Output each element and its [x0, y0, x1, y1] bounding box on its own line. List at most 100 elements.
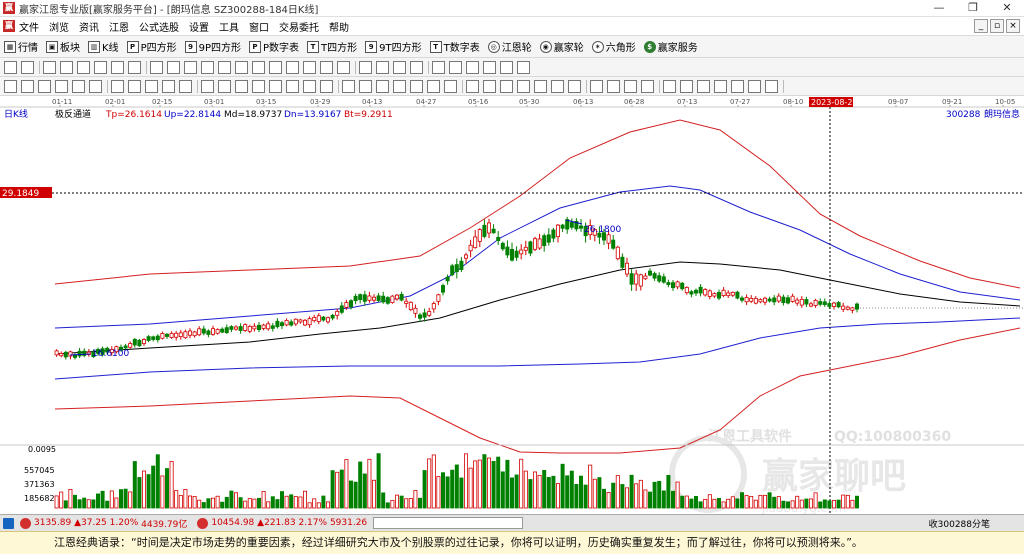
draw-tool-6-icon[interactable]	[94, 61, 107, 74]
toolbar-t-square-button[interactable]: T T四方形	[307, 39, 357, 54]
draw-tool-2-icon[interactable]	[21, 61, 34, 74]
analysis-tool-44-icon[interactable]	[765, 80, 778, 93]
analysis-tool-10-icon[interactable]	[162, 80, 175, 93]
index1-value[interactable]: 3135.89	[34, 518, 72, 528]
draw-tool-20-icon[interactable]	[337, 61, 350, 74]
mdi-close-button[interactable]: ×	[1006, 19, 1020, 33]
analysis-tool-35-icon[interactable]	[607, 80, 620, 93]
menu-gann[interactable]: 江恩	[109, 22, 129, 34]
menu-browse[interactable]: 浏览	[49, 22, 69, 34]
analysis-tool-30-icon[interactable]	[517, 80, 530, 93]
analysis-tool-16-icon[interactable]	[269, 80, 282, 93]
draw-tool-13-icon[interactable]	[218, 61, 231, 74]
kline-chart-area[interactable]: 01-11 02-01 02-15 03-01 03-15 03-29 04-13 04-27…	[0, 96, 1024, 514]
draw-tool-19-icon[interactable]	[320, 61, 333, 74]
analysis-tool-42-icon[interactable]	[731, 80, 744, 93]
menu-trade[interactable]: 交易委托	[279, 22, 319, 34]
analysis-tool-36-icon[interactable]	[624, 80, 637, 93]
mdi-minimize-button[interactable]: _	[974, 19, 988, 33]
draw-tool-28-icon[interactable]	[483, 61, 496, 74]
analysis-tool-7-icon[interactable]	[111, 80, 124, 93]
draw-tool-26-icon[interactable]	[449, 61, 462, 74]
analysis-tool-15-icon[interactable]	[252, 80, 265, 93]
analysis-tool-40-icon[interactable]	[697, 80, 710, 93]
analysis-tool-34-icon[interactable]	[590, 80, 603, 93]
analysis-tool-3-icon[interactable]	[38, 80, 51, 93]
draw-tool-16-icon[interactable]	[269, 61, 282, 74]
menu-help[interactable]: 帮助	[329, 22, 349, 34]
draw-tool-22-icon[interactable]	[376, 61, 389, 74]
toolbar-gann-wheel-button[interactable]: ◎ 江恩轮	[487, 39, 532, 54]
analysis-tool-37-icon[interactable]	[641, 80, 654, 93]
draw-tool-12-icon[interactable]	[201, 61, 214, 74]
minimize-button[interactable]: —	[933, 1, 945, 14]
draw-tool-25-icon[interactable]	[432, 61, 445, 74]
draw-tool-5-icon[interactable]	[77, 61, 90, 74]
toolbar-t-table-button[interactable]: T T数字表	[429, 39, 480, 54]
draw-tool-30-icon[interactable]	[517, 61, 530, 74]
analysis-tool-43-icon[interactable]	[748, 80, 761, 93]
menu-formula[interactable]: 公式选股	[139, 22, 179, 34]
analysis-tool-26-icon[interactable]	[444, 80, 457, 93]
draw-tool-18-icon[interactable]	[303, 61, 316, 74]
draw-tool-24-icon[interactable]	[410, 61, 423, 74]
toolbar-hexagon-button[interactable]: ✶ 六角形	[591, 39, 636, 54]
menu-news[interactable]: 资讯	[79, 22, 99, 34]
draw-tool-27-icon[interactable]	[466, 61, 479, 74]
toolbar-quotes-button[interactable]: ▦ 行情	[4, 39, 38, 54]
analysis-tool-1-icon[interactable]	[4, 80, 17, 93]
toolbar-winner-wheel-button[interactable]: ◉ 赢家轮	[539, 39, 584, 54]
draw-tool-10-icon[interactable]	[167, 61, 180, 74]
analysis-tool-28-icon[interactable]	[483, 80, 496, 93]
mdi-restore-button[interactable]: ▫	[990, 19, 1004, 33]
analysis-tool-27-icon[interactable]	[466, 80, 479, 93]
draw-tool-23-icon[interactable]	[393, 61, 406, 74]
toolbar-p-table-button[interactable]: P P数字表	[249, 39, 299, 54]
draw-tool-29-icon[interactable]	[500, 61, 513, 74]
draw-tool-1-icon[interactable]	[4, 61, 17, 74]
menu-window[interactable]: 窗口	[249, 22, 269, 34]
analysis-tool-2-icon[interactable]	[21, 80, 34, 93]
analysis-tool-29-icon[interactable]	[500, 80, 513, 93]
analysis-tool-19-icon[interactable]	[320, 80, 333, 93]
draw-tool-15-icon[interactable]	[252, 61, 265, 74]
analysis-tool-9-icon[interactable]	[145, 80, 158, 93]
analysis-tool-32-icon[interactable]	[551, 80, 564, 93]
analysis-tool-6-icon[interactable]	[89, 80, 102, 93]
analysis-tool-5-icon[interactable]	[72, 80, 85, 93]
menu-file[interactable]: 文件	[19, 22, 39, 34]
analysis-tool-22-icon[interactable]	[376, 80, 389, 93]
draw-tool-21-icon[interactable]	[359, 61, 372, 74]
status-input-box[interactable]	[373, 517, 524, 529]
analysis-tool-38-icon[interactable]	[663, 80, 676, 93]
draw-tool-8-icon[interactable]	[128, 61, 141, 74]
draw-tool-17-icon[interactable]	[286, 61, 299, 74]
analysis-tool-31-icon[interactable]	[534, 80, 547, 93]
analysis-tool-12-icon[interactable]	[201, 80, 214, 93]
analysis-tool-33-icon[interactable]	[568, 80, 581, 93]
draw-tool-14-icon[interactable]	[235, 61, 248, 74]
analysis-tool-4-icon[interactable]	[55, 80, 68, 93]
analysis-tool-23-icon[interactable]	[393, 80, 406, 93]
menu-settings[interactable]: 设置	[189, 22, 209, 34]
toolbar-service-button[interactable]: $ 赢家服务	[643, 39, 698, 54]
draw-tool-11-icon[interactable]	[184, 61, 197, 74]
analysis-tool-21-icon[interactable]	[359, 80, 372, 93]
analysis-tool-11-icon[interactable]	[179, 80, 192, 93]
restore-button[interactable]: ❐	[968, 1, 978, 14]
analysis-tool-24-icon[interactable]	[410, 80, 423, 93]
analysis-tool-20-icon[interactable]	[342, 80, 355, 93]
analysis-tool-18-icon[interactable]	[303, 80, 316, 93]
draw-tool-7-icon[interactable]	[111, 61, 124, 74]
analysis-tool-8-icon[interactable]	[128, 80, 141, 93]
draw-tool-4-icon[interactable]	[60, 61, 73, 74]
draw-tool-9-icon[interactable]	[150, 61, 163, 74]
analysis-tool-41-icon[interactable]	[714, 80, 727, 93]
draw-tool-3-icon[interactable]	[43, 61, 56, 74]
analysis-tool-17-icon[interactable]	[286, 80, 299, 93]
toolbar-p-square-button[interactable]: P P四方形	[126, 39, 177, 54]
toolbar-blocks-button[interactable]: ▣ 板块	[46, 39, 80, 54]
analysis-tool-25-icon[interactable]	[427, 80, 440, 93]
analysis-tool-13-icon[interactable]	[218, 80, 231, 93]
toolbar-9p-square-button[interactable]: 9 9P四方形	[184, 39, 241, 54]
